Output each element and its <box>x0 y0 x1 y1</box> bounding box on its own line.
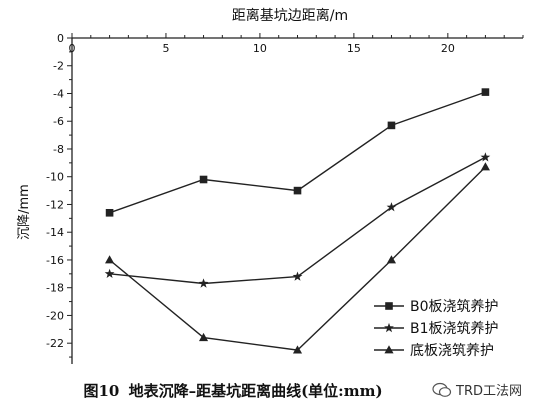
x-tick-label: 15 <box>347 42 361 55</box>
caption-text: 地表沉降–距基坑距离曲线(单位:mm) <box>128 382 383 400</box>
data-point-triangle <box>384 345 394 354</box>
legend-label: B0板浇筑养护 <box>410 299 499 315</box>
wechat-logo-icon <box>432 382 452 397</box>
y-tick-label: -8 <box>53 143 64 156</box>
data-point-triangle <box>292 345 303 354</box>
data-point-triangle <box>198 332 209 342</box>
y-tick-label: -16 <box>46 254 64 267</box>
x-tick-label: 20 <box>441 42 455 55</box>
data-point-star <box>480 152 491 162</box>
x-tick-label: 10 <box>253 42 267 55</box>
data-point-square <box>385 302 393 310</box>
data-point-star <box>292 271 303 281</box>
data-point-star <box>384 322 394 333</box>
series-3 <box>105 162 490 354</box>
data-point-star <box>104 268 115 278</box>
y-tick-label: -12 <box>46 198 64 211</box>
data-point-square <box>481 88 490 96</box>
data-point-star <box>198 278 209 288</box>
y-tick-label: -4 <box>53 87 64 100</box>
legend-item: B1板浇筑养护 <box>374 321 499 337</box>
data-point-triangle <box>386 255 397 264</box>
data-point-triangle <box>105 255 115 264</box>
caption-number: 图10 <box>83 382 120 400</box>
watermark: TRD工法网 <box>432 380 522 399</box>
y-tick-label: -2 <box>53 60 64 73</box>
data-point-square <box>199 175 208 184</box>
data-point-square <box>387 121 396 130</box>
x-tick-label: 5 <box>162 42 169 55</box>
y-tick-label: -14 <box>46 226 64 239</box>
y-tick-label: -22 <box>46 337 64 350</box>
y-tick-label: -20 <box>46 309 64 322</box>
y-tick-label: -10 <box>46 171 64 184</box>
y-tick-label: -18 <box>46 282 64 295</box>
data-point-triangle <box>480 162 490 171</box>
series-layer <box>104 88 491 354</box>
data-point-star <box>386 202 397 212</box>
data-point-square <box>293 186 302 195</box>
y-tick-label: 0 <box>57 32 64 45</box>
series-2 <box>104 152 491 288</box>
x-axis-title: 距离基坑边距离/m <box>232 7 348 24</box>
y-tick-label: -6 <box>53 115 64 128</box>
axes: 0 5 10 15 20 0 -2 -4 -6 -8 -10 -12 -14 -16 -18 -20 -22 <box>46 32 524 364</box>
watermark-text: TRD工法网 <box>456 384 522 399</box>
series-line <box>109 91 486 214</box>
series-1 <box>105 88 490 217</box>
x-tick-label: 0 <box>69 42 76 55</box>
legend-label: 底板浇筑养护 <box>410 343 494 359</box>
series-line <box>109 156 486 285</box>
figure-caption: 图10 地表沉降–距基坑距离曲线(单位:mm) <box>0 380 470 401</box>
chart: 距离基坑边距离/m 沉降/mm 0 5 10 15 20 0 -2 -4 -6 -8 -10 -12 -… <box>17 7 524 364</box>
legend-label: B1板浇筑养护 <box>410 321 499 337</box>
legend-item: B0板浇筑养护 <box>374 299 499 315</box>
data-point-square <box>105 208 114 217</box>
y-axis-title: 沉降/mm <box>17 184 32 240</box>
legend-item: 底板浇筑养护 <box>374 343 494 359</box>
